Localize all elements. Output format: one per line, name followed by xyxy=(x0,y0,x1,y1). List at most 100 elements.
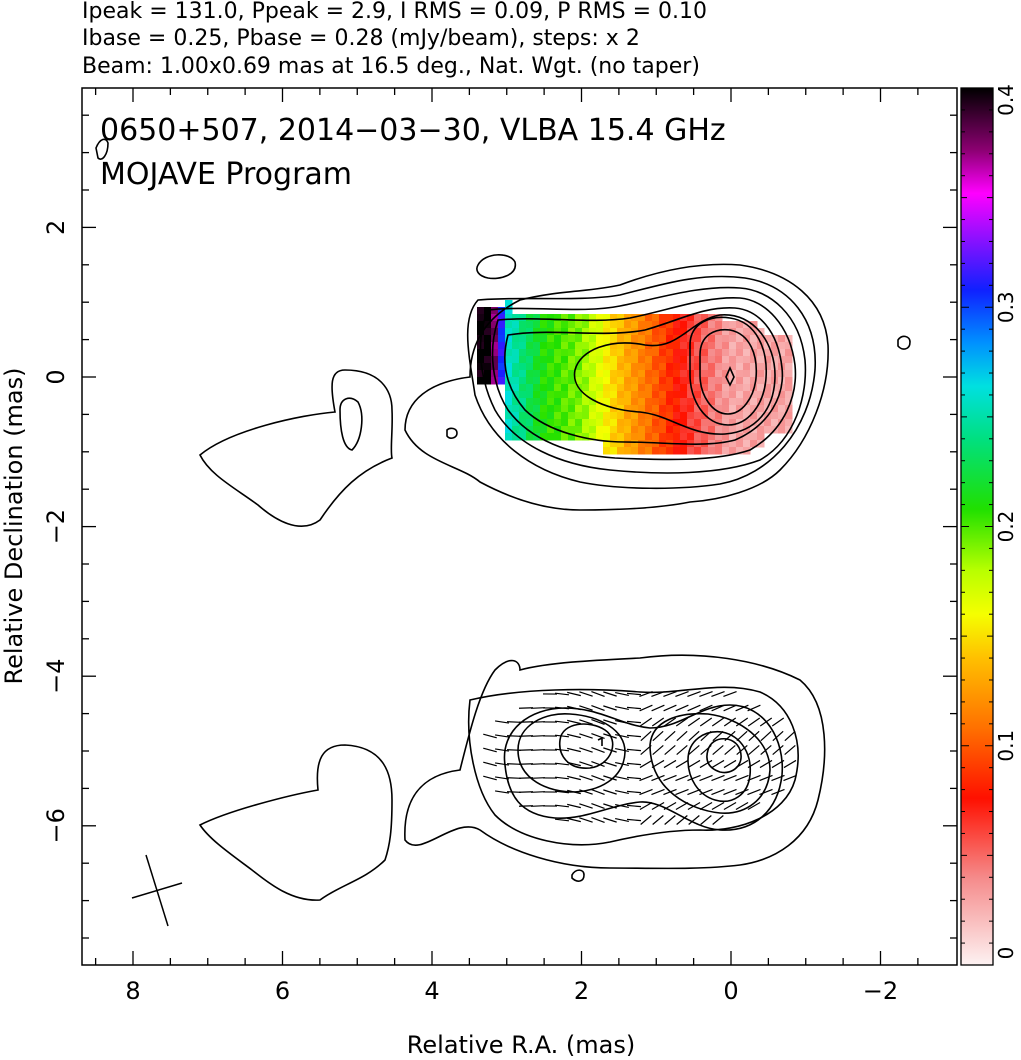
colormap-pixel xyxy=(519,370,527,378)
contour-6 xyxy=(559,723,614,769)
colormap-pixel xyxy=(477,314,485,322)
colormap-pixel xyxy=(526,349,534,357)
colormap-pixel xyxy=(778,356,786,364)
evpa-vector xyxy=(735,801,749,811)
colormap-pixel xyxy=(771,405,779,413)
colormap-pixel xyxy=(631,398,639,406)
colormap-pixel xyxy=(722,335,730,343)
colormap-pixel xyxy=(519,363,527,371)
colormap-pixel xyxy=(652,349,660,357)
colormap-pixel xyxy=(610,356,618,364)
evpa-vector xyxy=(723,691,737,697)
colormap-pixel xyxy=(589,314,597,322)
colormap-pixel xyxy=(666,433,674,441)
colormap-pixel xyxy=(638,433,646,441)
evpa-vector xyxy=(688,744,700,756)
evpa-vector xyxy=(699,691,713,697)
evpa-vector xyxy=(639,801,653,811)
colormap-pixel xyxy=(750,412,758,420)
colormap-pixel xyxy=(603,447,611,455)
colormap-pixel xyxy=(694,426,702,434)
colormap-pixel xyxy=(526,384,534,392)
colormap-pixel xyxy=(645,426,653,434)
colormap-pixel xyxy=(596,363,604,371)
evpa-vector xyxy=(699,774,713,782)
colormap-pixel xyxy=(526,370,534,378)
colormap-pixel xyxy=(785,363,793,371)
contour-4 xyxy=(491,297,797,461)
colormap-pixel xyxy=(757,377,765,385)
colormap-pixel xyxy=(701,447,709,455)
colormap-pixel xyxy=(519,384,527,392)
colormap-pixel xyxy=(771,398,779,406)
evpa-vector xyxy=(759,774,773,782)
colormap-pixel xyxy=(554,356,562,364)
colormap-pixel xyxy=(666,321,674,329)
evpa-vector xyxy=(760,744,772,756)
colormap-pixel xyxy=(638,335,646,343)
evpa-vector xyxy=(626,706,642,710)
evpa-vector xyxy=(567,719,581,725)
colormap-pixel xyxy=(624,342,632,350)
colormap-pixel xyxy=(477,307,485,315)
colormap-pixel xyxy=(491,342,499,350)
evpa-vector xyxy=(567,747,581,753)
colormap-pixel xyxy=(512,391,520,399)
evpa-vector xyxy=(579,691,593,697)
colormap-pixel xyxy=(673,426,681,434)
evpa-vector xyxy=(530,805,546,807)
colormap-pixel xyxy=(645,391,653,399)
colormap-pixel xyxy=(736,433,744,441)
colormap-pixel xyxy=(778,412,786,420)
colormap-pixel xyxy=(743,433,751,441)
colormap-pixel xyxy=(631,426,639,434)
evpa-vector xyxy=(747,717,761,727)
colormap-pixel xyxy=(568,321,576,329)
colormap-pixel xyxy=(729,398,737,406)
colormap-pixel xyxy=(610,440,618,448)
colormap-pixel xyxy=(491,356,499,364)
colormap-pixel xyxy=(554,384,562,392)
colormap-pixel xyxy=(673,328,681,336)
colormap-pixel xyxy=(631,447,639,455)
colormap-pixel xyxy=(666,398,674,406)
colormap-pixel xyxy=(603,433,611,441)
colormap-pixel xyxy=(645,433,653,441)
colormap-pixel xyxy=(547,391,555,399)
colormap-pixel xyxy=(526,412,534,420)
evpa-vector xyxy=(554,790,570,794)
colormap-pixel xyxy=(708,377,716,385)
contour-main-outer xyxy=(404,263,829,511)
colormap-pixel xyxy=(568,426,576,434)
colormap-pixel xyxy=(575,335,583,343)
colormap-pixel xyxy=(540,356,548,364)
colormap-pixel xyxy=(484,377,492,385)
evpa-vector xyxy=(554,692,570,696)
colormap-pixel xyxy=(764,426,772,434)
colormap-pixel xyxy=(582,426,590,434)
evpa-vector xyxy=(699,759,713,769)
colormap-pixel xyxy=(652,447,660,455)
colormap-pixel xyxy=(673,314,681,322)
colormap-pixel xyxy=(624,433,632,441)
y-tick-label: −2 xyxy=(42,509,70,544)
colormap-pixel xyxy=(708,356,716,364)
colormap-pixel xyxy=(596,349,604,357)
colormap-pixel xyxy=(708,363,716,371)
colormap-pixel xyxy=(554,335,562,343)
evpa-vector xyxy=(603,789,617,795)
colormap-pixel xyxy=(526,314,534,322)
colormap-pixel xyxy=(743,405,751,413)
colormap-pixel xyxy=(512,314,520,322)
evpa-vector xyxy=(530,735,546,737)
colormap-pixel xyxy=(638,314,646,322)
colormap-pixel xyxy=(701,405,709,413)
colormap-pixel xyxy=(729,363,737,371)
evpa-vector xyxy=(700,815,712,825)
evpa-vector xyxy=(699,704,713,712)
colormap-pixel xyxy=(645,412,653,420)
colormap-pixel xyxy=(764,342,772,350)
colormap-pixel xyxy=(498,370,506,378)
colormap-pixel xyxy=(659,335,667,343)
evpa-vector xyxy=(675,774,689,782)
